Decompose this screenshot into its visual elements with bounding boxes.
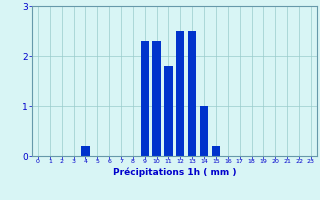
Bar <box>152 41 161 156</box>
Bar <box>81 146 90 156</box>
X-axis label: Précipitations 1h ( mm ): Précipitations 1h ( mm ) <box>113 167 236 177</box>
Bar <box>188 31 196 156</box>
Bar <box>212 146 220 156</box>
Bar <box>164 66 172 156</box>
Bar <box>176 31 185 156</box>
Bar <box>140 41 149 156</box>
Bar <box>200 106 208 156</box>
